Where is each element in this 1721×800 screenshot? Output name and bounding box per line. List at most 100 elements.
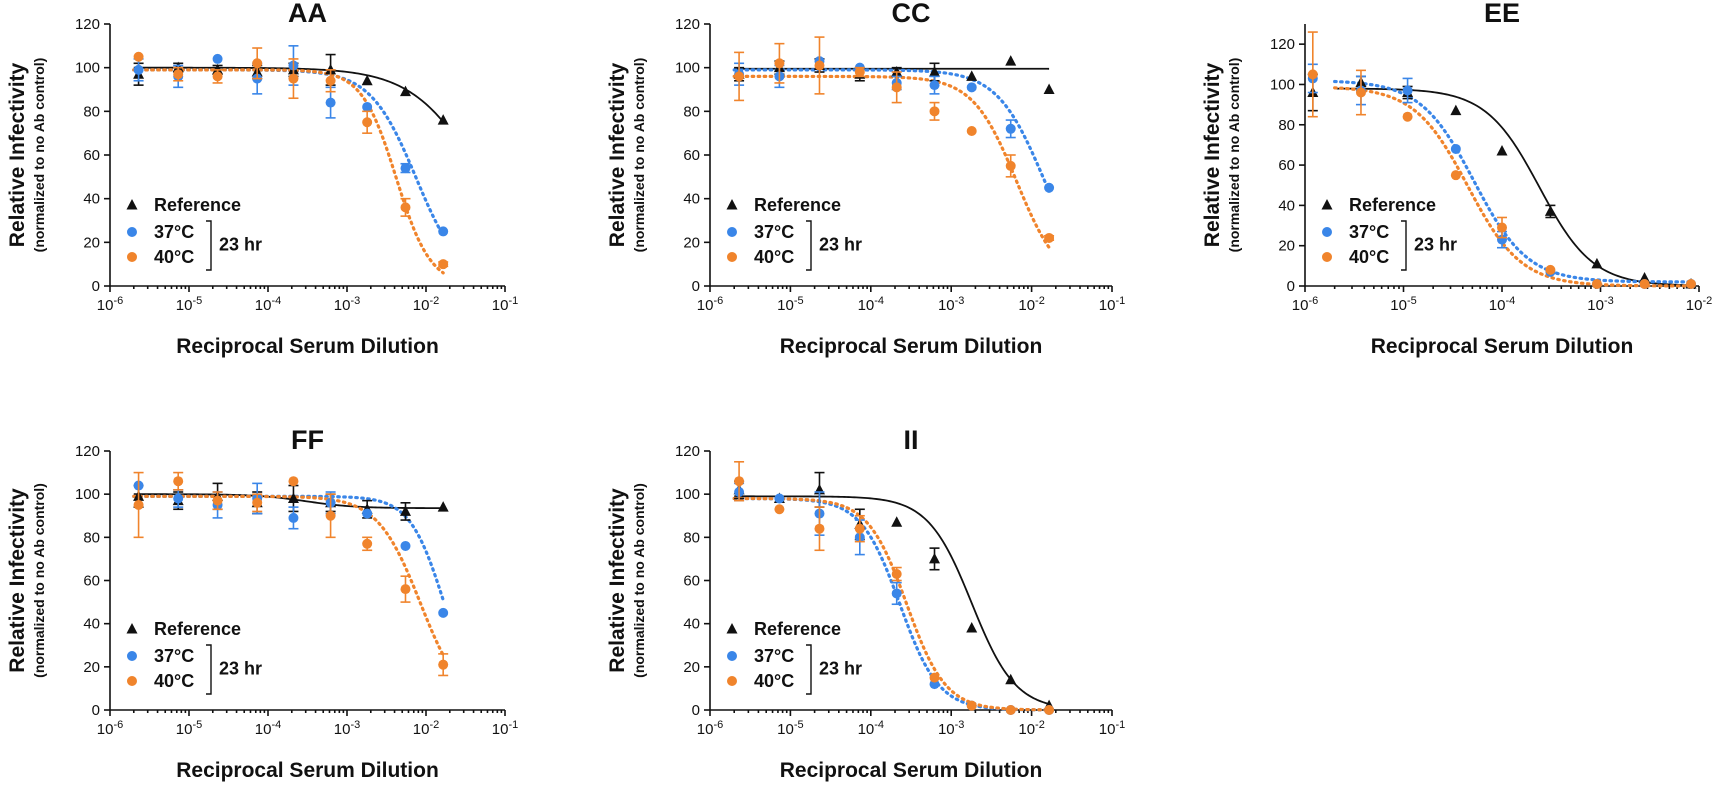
x-axis-title: Reciprocal Serum Dilution [780, 759, 1043, 782]
panel-ff: FF 0 20 40 60 80 100 120 10-6 10-5 10-4 10-3 10-2 10-… [6, 425, 518, 782]
legend-reference-marker [126, 623, 138, 634]
c37-point [1005, 123, 1016, 134]
c40-point [325, 75, 336, 86]
y-axis-subtitle: (normalized to no Ab control) [31, 58, 47, 253]
legend-reference-marker [1321, 199, 1333, 210]
reference-point [891, 516, 903, 527]
y-tick-label: 40 [683, 191, 700, 208]
c40-point [891, 82, 902, 93]
c40-fit-curve [732, 74, 1051, 250]
y-axis-subtitle: (normalized to no Ab control) [31, 483, 47, 678]
c40-point [252, 497, 263, 508]
y-tick-label: 20 [683, 234, 700, 251]
y-tick-label: 80 [683, 103, 700, 120]
reference-fit-curve [133, 493, 444, 510]
y-axis-title: Relative Infectivity [606, 62, 629, 247]
c37-fit-curve [732, 68, 1051, 193]
c40-point [1545, 264, 1556, 275]
c40-fit-curve [732, 496, 1051, 712]
legend: Reference 37°C 40°C 23 hr [126, 195, 262, 271]
y-tick-label: 120 [75, 16, 100, 33]
y-tick-label: 120 [675, 16, 700, 33]
legend-37c-marker [1322, 227, 1332, 237]
x-tick-label: 10-2 [413, 719, 439, 738]
c37-point [1450, 143, 1461, 154]
c40-fit-curve [132, 68, 445, 275]
c40-point [1639, 278, 1650, 289]
y-tick-label: 100 [75, 60, 100, 77]
legend-group-label: 23 hr [1414, 235, 1457, 255]
y-tick-label: 100 [675, 60, 700, 77]
y-tick-label: 20 [83, 659, 100, 676]
y-tick-label: 40 [83, 616, 100, 633]
legend-40c-marker [1322, 252, 1332, 262]
reference-point [1591, 257, 1603, 269]
reference-point [399, 505, 411, 516]
c37-point [966, 82, 977, 93]
legend-37c-label: 37°C [1349, 222, 1389, 242]
x-tick-label: 10-1 [492, 719, 518, 738]
panel-title: AA [288, 0, 327, 28]
c37-point [362, 101, 373, 112]
c40-point [400, 202, 411, 213]
reference-point [929, 552, 941, 564]
y-tick-label: 40 [1278, 197, 1295, 214]
c40-point [966, 700, 977, 711]
y-tick-label: 80 [683, 529, 700, 546]
y-tick-label: 100 [1270, 76, 1295, 93]
panel-title: FF [291, 425, 324, 455]
reference-point [966, 621, 978, 633]
c40-point [438, 659, 449, 670]
legend-reference-label: Reference [154, 195, 241, 215]
legend: Reference 37°C 40°C 23 hr [726, 619, 862, 695]
c37-point [1044, 182, 1055, 193]
y-tick-label: 0 [92, 278, 100, 295]
c40-point [734, 71, 745, 82]
x-tick-label: 10-2 [1018, 295, 1044, 314]
x-tick-label: 10-1 [492, 295, 518, 314]
c40-fit-curve [1333, 86, 1693, 288]
y-tick-label: 80 [83, 529, 100, 546]
c40-point [400, 584, 411, 595]
y-axis-title: Relative Infectivity [1201, 62, 1224, 247]
y-tick-label: 0 [92, 702, 100, 719]
reference-point [287, 492, 299, 503]
c40-point [854, 523, 865, 534]
legend-reference-label: Reference [1349, 195, 1436, 215]
c40-point [1044, 705, 1055, 715]
x-tick-label: 10-6 [97, 719, 123, 738]
legend-reference-marker [726, 623, 738, 634]
legend-reference-label: Reference [154, 619, 241, 639]
y-tick-label: 20 [1278, 238, 1295, 255]
reference-point [1005, 55, 1017, 66]
c40-point [325, 510, 336, 521]
c37-point [288, 512, 299, 523]
reference-point [1544, 205, 1556, 216]
y-tick-label: 0 [692, 278, 700, 295]
x-tick-label: 10-1 [1099, 719, 1125, 738]
c40-point [252, 58, 263, 69]
x-tick-label: 10-4 [858, 719, 884, 738]
legend-reference-marker [126, 199, 138, 210]
y-tick-label: 60 [83, 147, 100, 164]
c40-fit-curve [132, 494, 445, 657]
c37-point [133, 64, 144, 75]
c40-point [1686, 278, 1697, 289]
c37-point [929, 80, 940, 91]
c40-point [438, 259, 449, 270]
legend: Reference 37°C 40°C 23 hr [726, 195, 862, 271]
c40-point [814, 523, 825, 534]
c37-point [438, 226, 449, 237]
y-tick-label: 60 [83, 573, 100, 590]
c40-point [362, 538, 373, 549]
legend-40c-marker [727, 252, 737, 262]
legend-reference-label: Reference [754, 195, 841, 215]
reference-point [399, 85, 411, 97]
x-axis-title: Reciprocal Serum Dilution [176, 759, 439, 782]
x-tick-label: 10-5 [176, 295, 202, 314]
x-tick-label: 10-6 [1292, 295, 1318, 314]
panel-cc: CC 0 20 40 60 80 100 120 10-6 10-5 10-4 10-3 10-2 10-… [606, 0, 1125, 358]
reference-point [1005, 673, 1017, 685]
x-tick-label: 10-3 [334, 295, 360, 314]
x-axis-title: Reciprocal Serum Dilution [780, 335, 1043, 358]
